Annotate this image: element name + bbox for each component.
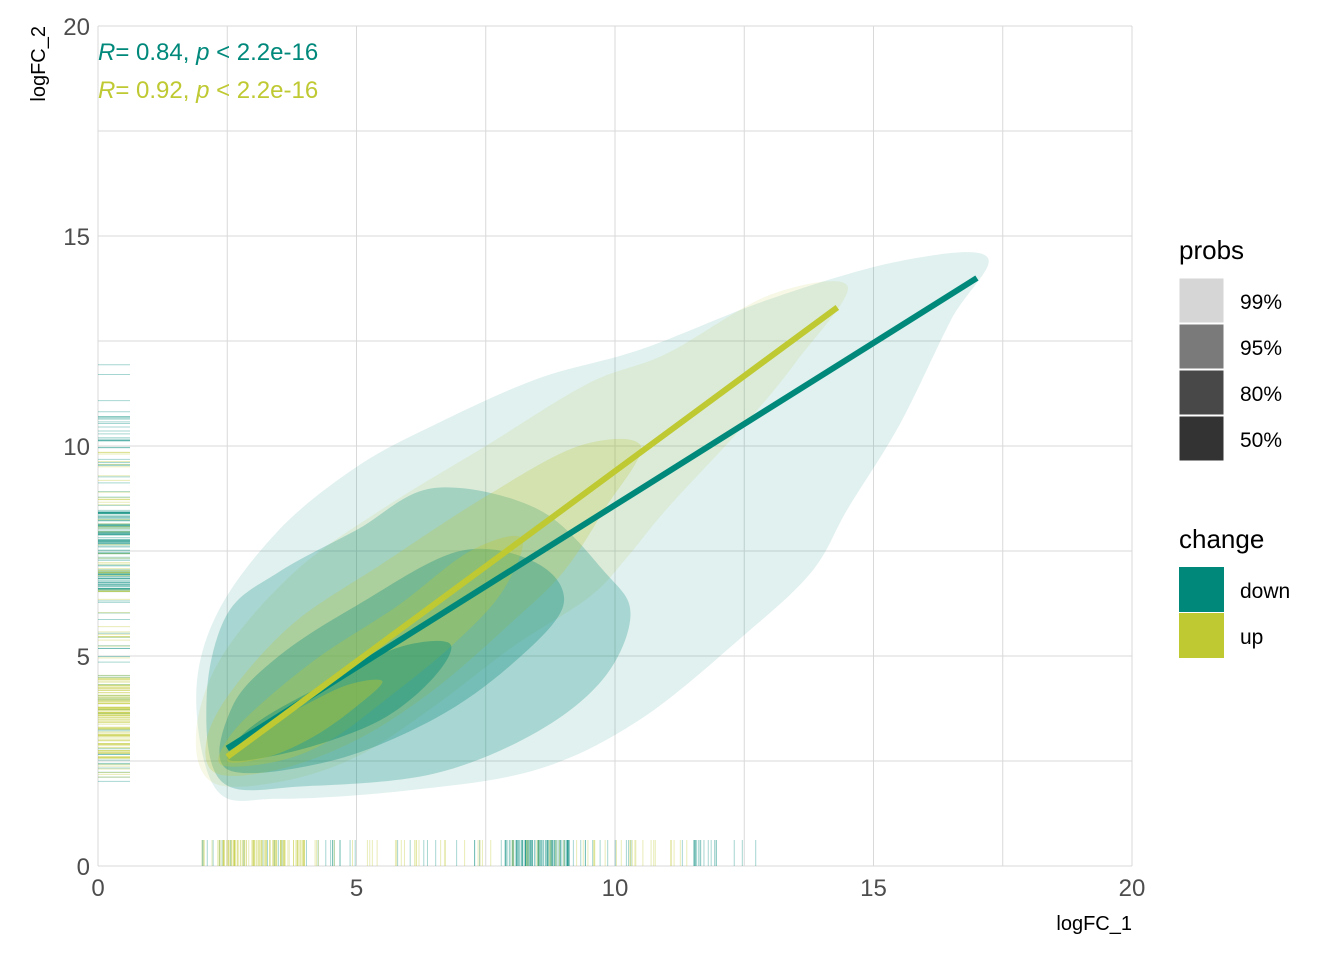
regression-lines (225, 275, 979, 760)
regression-line-up (225, 304, 840, 760)
contour-down-80 (219, 548, 565, 774)
x-tick-label: 20 (1119, 875, 1146, 902)
x-tick-label: 0 (91, 875, 104, 902)
legend-probs: probs 99% 95% 80% 50% (1178, 235, 1282, 462)
legend-key-80 (1178, 369, 1225, 416)
x-tick-label: 5 (350, 875, 363, 902)
legend-probs-title: probs (1179, 235, 1244, 265)
legend-label-95: 95% (1240, 337, 1282, 360)
contour-down-50 (227, 640, 452, 762)
y-axis-title: logFC_2 (28, 26, 50, 102)
y-tick-label: 20 (63, 14, 90, 41)
y-tick-label: 10 (63, 434, 90, 461)
grid (97, 25, 1133, 867)
stat-r-symbol: R (98, 39, 115, 66)
stat-r-symbol: R (98, 77, 115, 104)
stat-label-down: R= 0.84, p < 2.2e-16 (98, 39, 318, 66)
legend-label-99: 99% (1240, 291, 1282, 314)
legend-key-up (1179, 613, 1224, 658)
stat-r-value: = 0.92, (115, 77, 196, 104)
x-tick-label: 15 (860, 875, 887, 902)
stat-p-value: < 2.2e-16 (209, 77, 318, 104)
rug-marks (98, 364, 757, 866)
legend-key-down (1179, 567, 1224, 612)
stat-p-symbol: p (195, 77, 209, 104)
density-contours (195, 252, 989, 801)
tick-labels: 0 5 10 15 20 0 5 10 15 20 (63, 14, 1145, 902)
y-tick-label: 0 (77, 854, 90, 881)
contour-down-99 (196, 252, 989, 801)
legend-label-80: 80% (1240, 383, 1282, 406)
legend-change-title: change (1179, 524, 1264, 554)
y-tick-label: 5 (77, 644, 90, 671)
legend-label-50: 50% (1240, 429, 1282, 452)
legend-key-50 (1178, 415, 1225, 462)
legend-key-99 (1178, 277, 1225, 324)
legend-change: change down up (1179, 524, 1290, 658)
x-axis-title: logFC_1 (1056, 913, 1132, 935)
y-tick-label: 15 (63, 224, 90, 251)
regression-line-down (225, 275, 979, 751)
legend-label-up: up (1240, 626, 1263, 649)
stat-r-value: = 0.84, (115, 39, 196, 66)
stat-p-value: < 2.2e-16 (209, 39, 318, 66)
legend-key-95 (1178, 323, 1225, 370)
legend-label-down: down (1240, 580, 1290, 603)
stat-label-up: R= 0.92, p < 2.2e-16 (98, 77, 318, 104)
contour-up-50 (227, 679, 383, 763)
stat-p-symbol: p (195, 39, 209, 66)
x-tick-label: 10 (602, 875, 629, 902)
